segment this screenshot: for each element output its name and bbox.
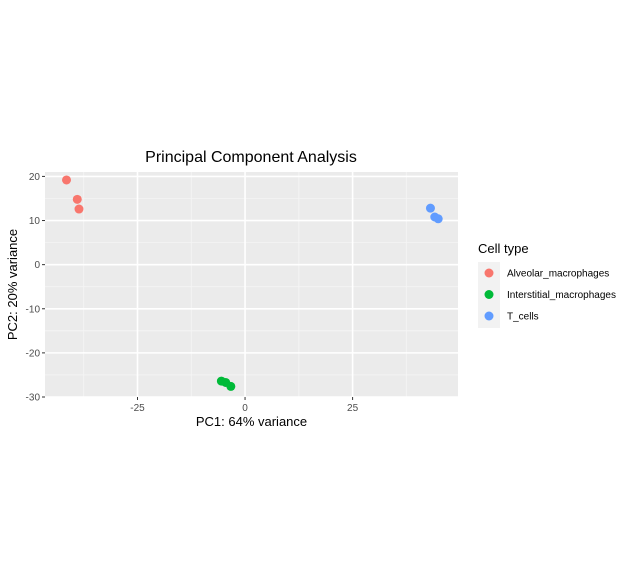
legend-label: Alveolar_macrophages: [507, 269, 609, 280]
legend-label: Interstitial_macrophages: [507, 290, 616, 301]
legend-key: [484, 268, 494, 278]
x-tick-label: 0: [242, 403, 248, 414]
data-point: [74, 204, 84, 214]
y-axis-title: PC2: 20% variance: [5, 229, 20, 340]
y-axis-ticks: -30 -20 -10 0 10 20: [26, 172, 45, 404]
x-axis-ticks: -25 0 25: [130, 397, 359, 414]
plot-panel: [45, 172, 458, 397]
y-tick-label: 20: [29, 172, 41, 183]
y-tick-label: -10: [26, 304, 41, 315]
x-tick-label: -25: [130, 403, 145, 414]
legend-title: Cell type: [478, 241, 529, 256]
y-tick-label: -20: [26, 348, 41, 359]
data-point: [433, 214, 443, 224]
x-tick-label: 25: [347, 403, 359, 414]
grid-layer: [45, 172, 458, 398]
y-tick-label: 10: [29, 216, 41, 227]
x-axis-title: PC1: 64% variance: [196, 414, 307, 429]
legend-label: T_cells: [507, 312, 539, 323]
data-point: [62, 175, 72, 185]
legend-key: [484, 311, 494, 321]
legend-items: Alveolar_macrophages Interstitial_macroph…: [484, 268, 616, 323]
y-tick-label: -30: [26, 393, 41, 404]
legend: Cell type Alveolar_macrophages Interstiti…: [478, 241, 616, 328]
chart-title: Principal Component Analysis: [145, 149, 357, 166]
data-points: [62, 175, 443, 391]
data-point: [226, 381, 236, 391]
data-point: [72, 194, 82, 204]
y-tick-label: 0: [34, 260, 40, 271]
data-point: [425, 203, 435, 213]
legend-key: [484, 290, 494, 299]
